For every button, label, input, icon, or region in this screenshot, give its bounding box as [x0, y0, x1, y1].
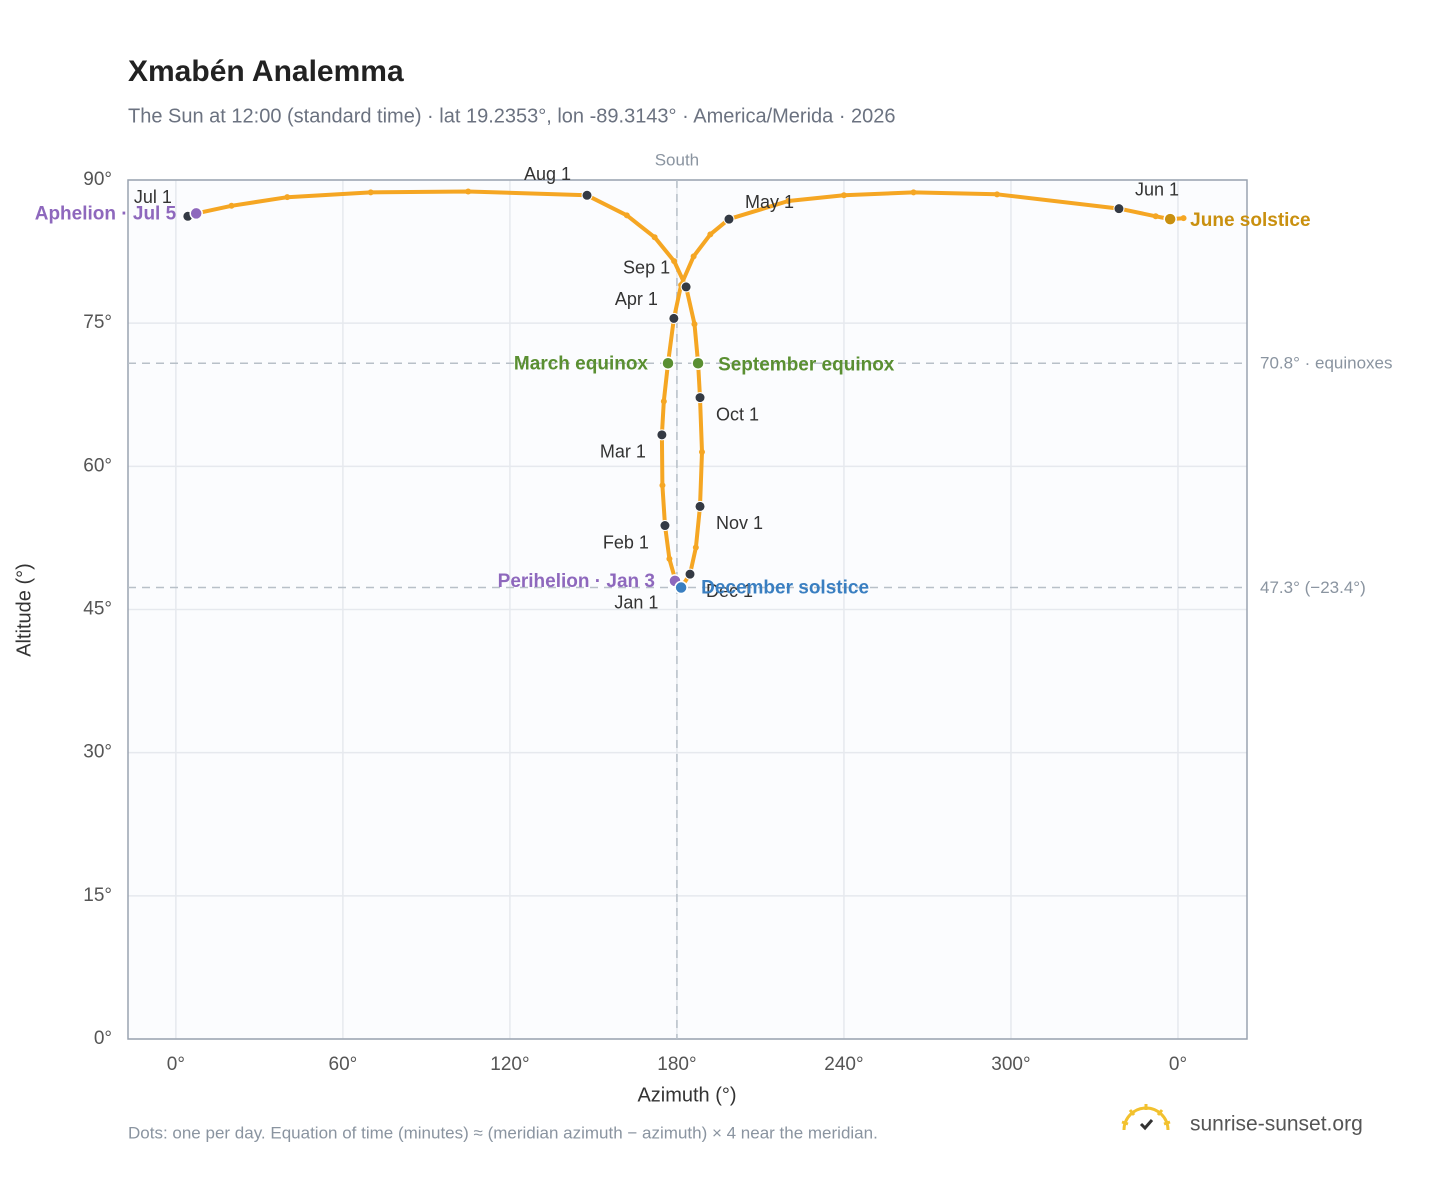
day-dot	[910, 189, 917, 196]
month-label: Jul 1	[134, 187, 172, 207]
event-label: September equinox	[718, 354, 895, 375]
month-label: Jan 1	[614, 592, 658, 612]
day-dot	[840, 192, 847, 199]
month-marker	[668, 312, 680, 324]
x-tick-label: 0°	[1169, 1054, 1187, 1075]
brand-logo	[1121, 1104, 1171, 1131]
y-tick-label: 0°	[94, 1028, 112, 1049]
chart-title: Xmabén Analemma	[128, 55, 404, 88]
x-tick-label: 240°	[824, 1054, 863, 1075]
event-label: Aphelion · Jul 5	[35, 203, 177, 224]
analemma-line	[187, 189, 1184, 590]
day-dot	[1180, 215, 1187, 222]
day-dot	[671, 258, 678, 265]
month-marker	[1113, 203, 1125, 215]
x-tick-label: 300°	[991, 1054, 1030, 1075]
event-label: June solstice	[1190, 210, 1310, 231]
x-axis-label: Azimuth (°)	[637, 1084, 736, 1106]
day-dot	[623, 212, 630, 219]
month-marker	[723, 213, 735, 225]
day-dot	[284, 194, 291, 201]
event-marker	[661, 356, 675, 371]
month-label: Feb 1	[603, 532, 649, 552]
event-label: December solstice	[701, 578, 869, 599]
month-marker	[656, 429, 668, 441]
day-dot	[465, 188, 472, 195]
event-marker	[1163, 212, 1177, 226]
month-label: May 1	[745, 192, 794, 212]
event-marker	[691, 356, 705, 371]
x-tick-label: 0°	[167, 1054, 185, 1075]
x-tick-label: 60°	[329, 1054, 358, 1075]
y-tick-label: 75°	[83, 312, 112, 333]
month-marker	[694, 392, 706, 404]
day-dot	[660, 398, 667, 405]
month-label: Dec 1	[706, 581, 753, 601]
month-label: Aug 1	[524, 164, 571, 184]
day-dot	[690, 253, 697, 260]
day-dot	[698, 449, 705, 456]
reference-label: South	[655, 150, 699, 169]
day-dot	[367, 189, 374, 196]
day-dot	[692, 544, 699, 551]
event-label: Perihelion · Jan 3	[498, 571, 655, 592]
x-tick-label: 120°	[490, 1054, 529, 1075]
day-dot	[691, 321, 698, 328]
month-label: Oct 1	[716, 404, 759, 424]
day-dot	[785, 197, 792, 204]
reference-label: 47.3° (−23.4°)	[1260, 578, 1366, 597]
reference-label: 70.8° · equinoxes	[1260, 354, 1393, 373]
month-label: Mar 1	[600, 442, 646, 462]
brand: sunrise-sunset.org	[1190, 1113, 1363, 1136]
footnote: Dots: one per day. Equation of time (min…	[128, 1123, 878, 1142]
event-label: March equinox	[514, 353, 649, 374]
plot-frame	[127, 179, 1248, 1040]
month-label: Jun 1	[1135, 179, 1179, 199]
day-dot	[659, 482, 666, 489]
month-label: Nov 1	[716, 513, 763, 533]
day-dot	[1152, 213, 1159, 220]
event-marker	[189, 206, 203, 221]
y-tick-label: 15°	[83, 885, 112, 906]
month-marker	[581, 189, 593, 201]
day-dot	[228, 202, 235, 209]
day-dot	[651, 234, 658, 241]
y-tick-label: 60°	[83, 455, 112, 476]
month-marker	[680, 281, 692, 293]
month-marker	[684, 568, 696, 580]
y-axis-label: Altitude (°)	[13, 563, 35, 657]
y-tick-label: 30°	[83, 742, 112, 763]
chart-subtitle: The Sun at 12:00 (standard time) · lat 1…	[128, 105, 896, 127]
event-marker	[674, 580, 688, 595]
x-tick-label: 180°	[657, 1054, 696, 1075]
month-marker	[659, 520, 671, 532]
month-marker	[694, 500, 706, 512]
y-tick-label: 90°	[83, 169, 112, 190]
y-tick-label: 45°	[83, 599, 112, 620]
month-label: Sep 1	[623, 258, 670, 278]
day-dot	[994, 191, 1001, 198]
day-dot	[707, 231, 714, 238]
day-dot	[666, 555, 673, 562]
month-label: Apr 1	[615, 289, 658, 309]
